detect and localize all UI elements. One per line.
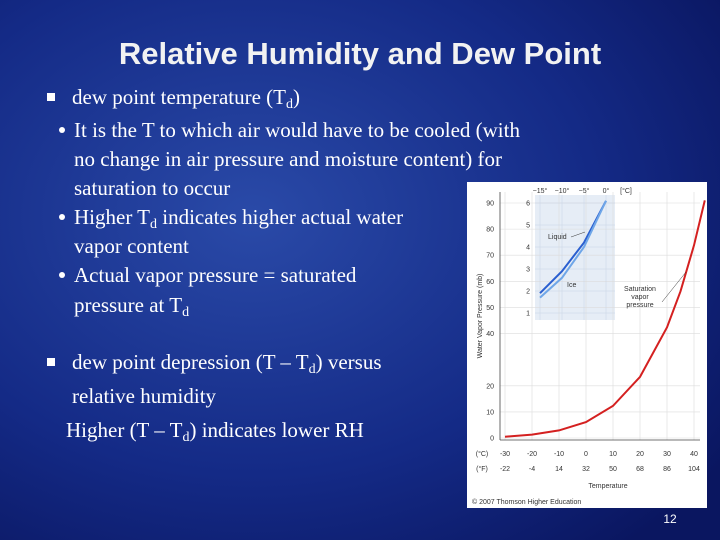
leader xyxy=(570,231,586,238)
text-run: saturation to occur xyxy=(74,176,230,200)
text-run: no change in air pressure and moisture c… xyxy=(74,147,502,171)
x-tick-label: 30 xyxy=(663,451,671,458)
y-tick-label: 60 xyxy=(486,279,494,286)
slide-title: Relative Humidity and Dew Point xyxy=(119,36,601,71)
x-tick-label-f: -22 xyxy=(500,466,510,473)
y-tick-label: 10 xyxy=(486,409,494,416)
inset-y-tick-label: 1 xyxy=(526,311,530,318)
x-tick-label-f: 86 xyxy=(663,466,671,473)
subscript: d xyxy=(182,305,189,320)
text-run: dew point depression (T – T xyxy=(72,350,309,374)
subscript: d xyxy=(286,97,293,112)
body-line: no change in air pressure and moisture c… xyxy=(74,147,502,171)
unit-f: (°F) xyxy=(476,465,488,473)
x-axis-label: Temperature xyxy=(588,483,627,490)
text-run: relative humidity xyxy=(72,384,217,408)
y-tick-label: 80 xyxy=(486,227,494,234)
inset-unit: [°C] xyxy=(620,187,632,195)
inset-x-tick-label: −15° xyxy=(533,187,548,195)
x-tick-label: -10 xyxy=(554,451,564,458)
bullet-square xyxy=(47,93,55,101)
inset-x-tick-label: 0° xyxy=(603,187,610,195)
body-line: dew point depression (T – Td) versus xyxy=(72,350,382,377)
x-tick-label-f: 50 xyxy=(609,466,617,473)
body-line: Actual vapor pressure = saturated xyxy=(74,263,357,287)
y-tick-label: 0 xyxy=(490,436,494,443)
x-tick-label: -30 xyxy=(500,451,510,458)
body-line: saturation to occur xyxy=(74,176,230,200)
text-run: pressure at T xyxy=(74,293,182,317)
subscript: d xyxy=(309,362,316,377)
x-tick-label-f: 104 xyxy=(688,466,700,473)
bullet-dot xyxy=(59,272,65,278)
credit: © 2007 Thomson Higher Education xyxy=(472,498,581,506)
body-line: dew point temperature (Td) xyxy=(72,85,300,112)
inset-panel xyxy=(535,195,615,320)
body-line: Higher (T – Td) indicates lower RH xyxy=(66,418,364,445)
ice-label: Ice xyxy=(567,282,576,289)
bullet-dot xyxy=(59,127,65,133)
text-run: It is the T to which air would have to b… xyxy=(74,118,520,142)
x-tick-label-f: 68 xyxy=(636,466,644,473)
text-run: ) indicates lower RH xyxy=(189,418,363,442)
inset-x-tick-label: −10° xyxy=(555,187,570,195)
text-run: ) xyxy=(293,85,300,109)
x-tick-label: -20 xyxy=(527,451,537,458)
x-tick-label-f: 32 xyxy=(582,466,590,473)
body-line: relative humidity xyxy=(72,384,217,408)
inset-y-tick-label: 2 xyxy=(526,289,530,296)
subscript: d xyxy=(150,217,157,232)
y-tick-label: 50 xyxy=(486,305,494,312)
y-tick-label: 90 xyxy=(486,201,494,208)
inset-y-tick-label: 6 xyxy=(526,201,530,208)
page-number: 12 xyxy=(663,512,677,526)
saturation-curve xyxy=(504,200,706,438)
text-run: Higher T xyxy=(74,205,150,229)
text-run: ) versus xyxy=(316,350,382,374)
y-tick-label: 70 xyxy=(486,253,494,260)
x-tick-label-f: 14 xyxy=(555,466,563,473)
body-line: pressure at Td xyxy=(74,293,189,320)
y-tick-label: 40 xyxy=(486,331,494,338)
unit-c: (°C) xyxy=(476,450,489,458)
x-tick-label: 40 xyxy=(690,451,698,458)
bullet-square xyxy=(47,358,55,366)
x-tick-label: 20 xyxy=(636,451,644,458)
body-line: vapor content xyxy=(74,234,189,258)
liquid-label: Liquid xyxy=(548,234,567,241)
x-tick-label: 10 xyxy=(609,451,617,458)
body-line: It is the T to which air would have to b… xyxy=(74,118,520,142)
x-tick-label-f: -4 xyxy=(529,466,535,473)
y-tick-label: 20 xyxy=(486,383,494,390)
curve-label: Saturation xyxy=(624,286,656,293)
text-run: Actual vapor pressure = saturated xyxy=(74,263,357,287)
body-line: Higher Td indicates higher actual water xyxy=(74,205,403,232)
leader xyxy=(661,271,687,303)
inset-y-tick-label: 3 xyxy=(526,267,530,274)
subscript: d xyxy=(182,430,189,445)
inset-y-tick-label: 4 xyxy=(526,245,530,252)
inset-x-tick-label: −5° xyxy=(579,187,590,195)
text-run: vapor content xyxy=(74,234,189,258)
curve-label: vapor xyxy=(631,294,649,301)
curve-label: pressure xyxy=(626,302,653,309)
bullet-dot xyxy=(59,214,65,220)
text-run: Higher (T – T xyxy=(66,418,183,442)
inset-y-tick-label: 5 xyxy=(526,223,530,230)
y-axis-label: Water Vapor Pressure (mb) xyxy=(477,274,484,359)
text-run: indicates higher actual water xyxy=(157,205,403,229)
text-run: dew point temperature (T xyxy=(72,85,286,109)
inset-curve-ice xyxy=(539,200,607,299)
x-tick-label: 0 xyxy=(584,451,588,458)
